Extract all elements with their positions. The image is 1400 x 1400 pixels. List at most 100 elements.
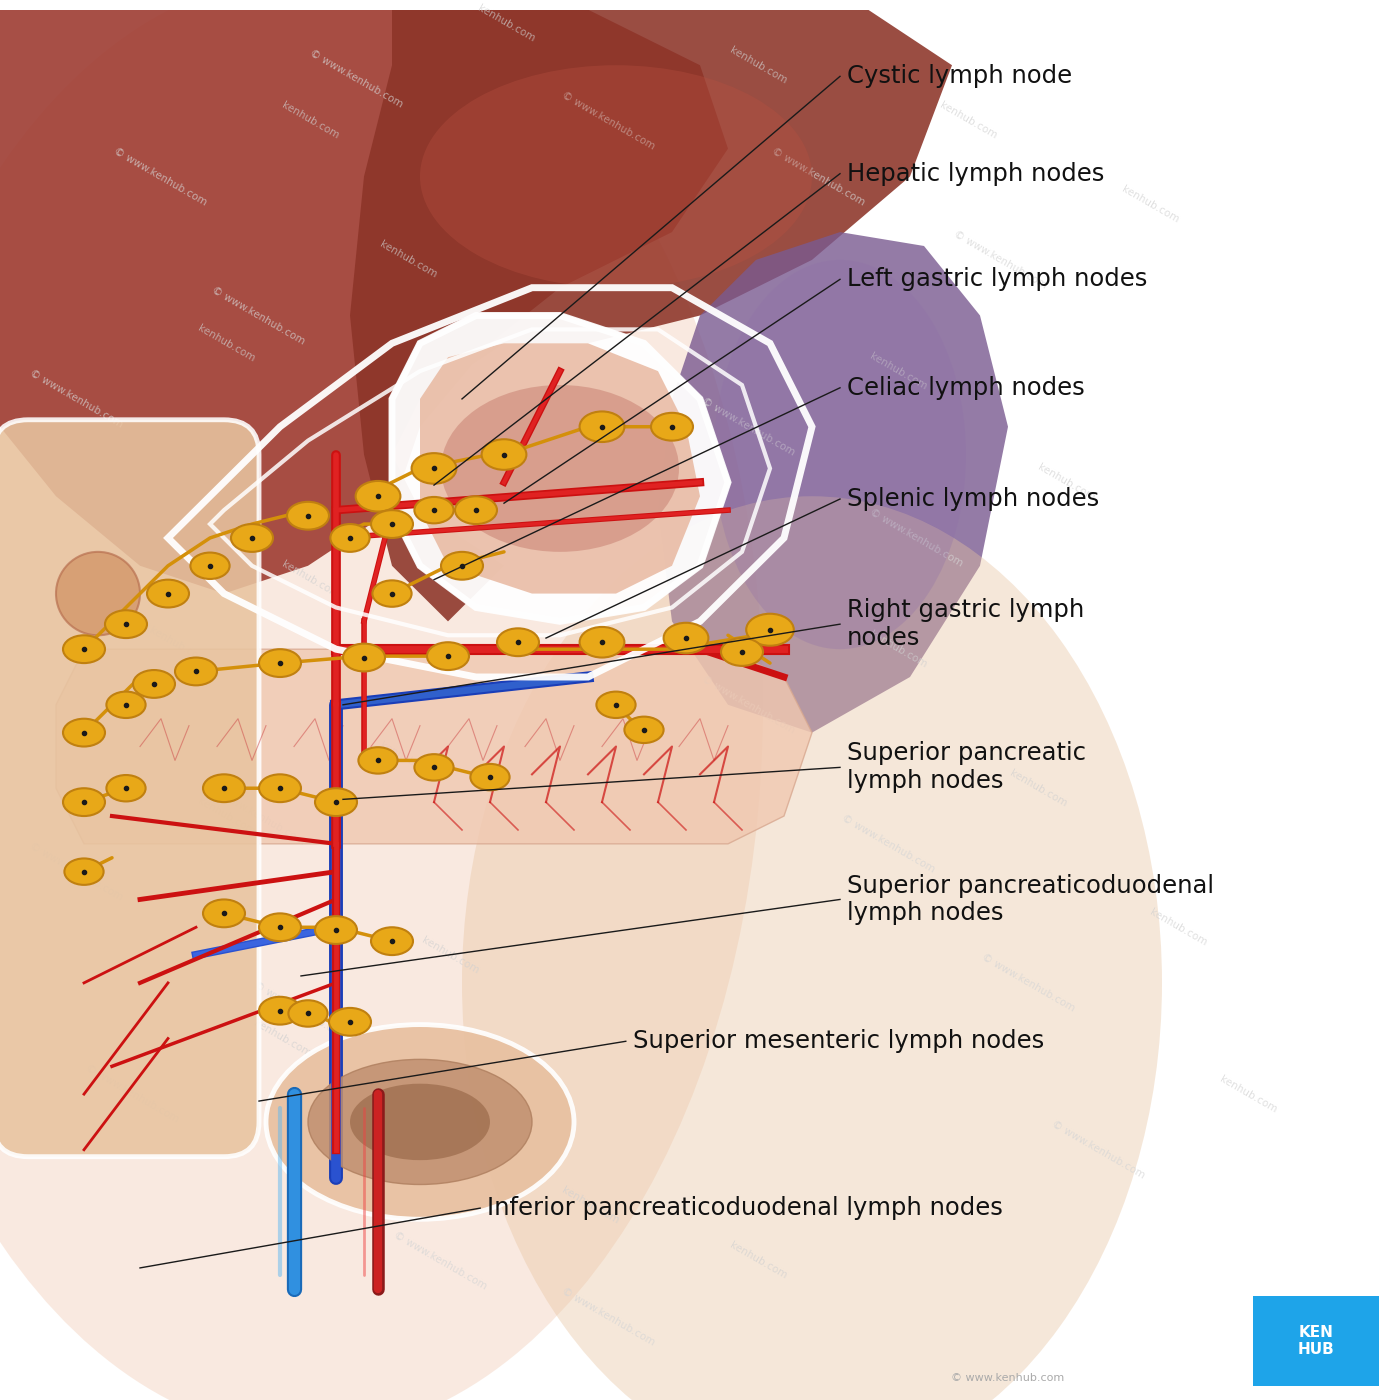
Ellipse shape (259, 997, 301, 1025)
Text: kenhub.com: kenhub.com (252, 1018, 312, 1058)
Text: kenhub.com: kenhub.com (1008, 767, 1068, 809)
Ellipse shape (497, 629, 539, 657)
Text: © www.kenhub.com: © www.kenhub.com (952, 1373, 1064, 1383)
Text: kenhub.com: kenhub.com (280, 559, 340, 601)
Text: Superior mesenteric lymph nodes: Superior mesenteric lymph nodes (633, 1029, 1044, 1053)
Ellipse shape (624, 717, 664, 743)
Ellipse shape (372, 581, 412, 606)
Ellipse shape (714, 260, 966, 650)
Text: kenhub.com: kenhub.com (728, 45, 788, 85)
Text: kenhub.com: kenhub.com (476, 3, 536, 43)
Ellipse shape (330, 524, 370, 552)
Ellipse shape (414, 755, 454, 781)
Ellipse shape (64, 858, 104, 885)
Text: Left gastric lymph nodes: Left gastric lymph nodes (847, 267, 1148, 291)
Ellipse shape (482, 440, 526, 470)
Text: © www.kenhub.com: © www.kenhub.com (112, 605, 209, 666)
Text: © www.kenhub.com: © www.kenhub.com (868, 507, 965, 568)
Ellipse shape (203, 774, 245, 802)
Text: kenhub.com: kenhub.com (868, 629, 928, 669)
Text: Celiac lymph nodes: Celiac lymph nodes (847, 375, 1085, 400)
Text: kenhub.com: kenhub.com (1148, 907, 1208, 948)
Text: © www.kenhub.com: © www.kenhub.com (210, 284, 307, 346)
Text: © www.kenhub.com: © www.kenhub.com (952, 230, 1049, 291)
Ellipse shape (414, 497, 454, 524)
Ellipse shape (56, 552, 140, 636)
Ellipse shape (651, 413, 693, 441)
Ellipse shape (329, 1008, 371, 1036)
Polygon shape (392, 315, 728, 622)
Ellipse shape (441, 385, 679, 552)
Text: kenhub.com: kenhub.com (1120, 183, 1180, 224)
Text: kenhub.com: kenhub.com (420, 935, 480, 976)
Ellipse shape (358, 748, 398, 774)
Ellipse shape (288, 1000, 328, 1026)
Ellipse shape (266, 1025, 574, 1219)
Text: © www.kenhub.com: © www.kenhub.com (1050, 1119, 1147, 1180)
Ellipse shape (63, 788, 105, 816)
Text: © www.kenhub.com: © www.kenhub.com (700, 673, 797, 735)
Ellipse shape (455, 496, 497, 524)
Polygon shape (0, 10, 728, 594)
Ellipse shape (580, 412, 624, 442)
Text: © www.kenhub.com: © www.kenhub.com (560, 90, 657, 151)
Text: kenhub.com: kenhub.com (196, 323, 256, 364)
Ellipse shape (105, 610, 147, 638)
Text: © www.kenhub.com: © www.kenhub.com (84, 1064, 181, 1124)
Text: © www.kenhub.com: © www.kenhub.com (560, 1285, 657, 1347)
Text: kenhub.com: kenhub.com (560, 1184, 620, 1226)
FancyBboxPatch shape (1253, 1296, 1379, 1386)
Text: © www.kenhub.com: © www.kenhub.com (308, 49, 405, 109)
Ellipse shape (106, 776, 146, 801)
Ellipse shape (133, 671, 175, 697)
Ellipse shape (63, 718, 105, 746)
Ellipse shape (175, 658, 217, 686)
Text: © www.kenhub.com: © www.kenhub.com (840, 813, 937, 875)
Text: © www.kenhub.com: © www.kenhub.com (252, 980, 349, 1042)
Ellipse shape (315, 788, 357, 816)
Text: © www.kenhub.com: © www.kenhub.com (210, 785, 307, 847)
Text: KEN
HUB: KEN HUB (1298, 1326, 1334, 1357)
Text: Superior pancreaticoduodenal
lymph nodes: Superior pancreaticoduodenal lymph nodes (847, 874, 1214, 925)
Text: kenhub.com: kenhub.com (378, 239, 438, 280)
Text: © www.kenhub.com: © www.kenhub.com (28, 368, 125, 430)
Text: © www.kenhub.com: © www.kenhub.com (392, 1231, 489, 1292)
Ellipse shape (259, 774, 301, 802)
Text: © www.kenhub.com: © www.kenhub.com (700, 396, 797, 458)
Ellipse shape (356, 482, 400, 511)
Ellipse shape (147, 580, 189, 608)
Ellipse shape (441, 552, 483, 580)
Ellipse shape (315, 916, 357, 944)
Ellipse shape (596, 692, 636, 718)
Text: Splenic lymph nodes: Splenic lymph nodes (847, 487, 1099, 511)
Ellipse shape (427, 643, 469, 671)
Text: kenhub.com: kenhub.com (938, 101, 998, 141)
Ellipse shape (259, 650, 301, 678)
Polygon shape (350, 10, 952, 622)
Ellipse shape (746, 613, 794, 645)
Ellipse shape (106, 692, 146, 718)
Text: kenhub.com: kenhub.com (728, 1240, 788, 1281)
Polygon shape (56, 650, 812, 844)
Text: kenhub.com: kenhub.com (868, 351, 928, 392)
Ellipse shape (412, 454, 456, 484)
FancyBboxPatch shape (0, 420, 259, 1156)
Text: kenhub.com: kenhub.com (378, 741, 438, 781)
Ellipse shape (343, 644, 385, 672)
Ellipse shape (420, 66, 812, 287)
Ellipse shape (0, 0, 763, 1400)
Ellipse shape (350, 1084, 490, 1161)
Text: © www.kenhub.com: © www.kenhub.com (112, 146, 209, 207)
Text: kenhub.com: kenhub.com (1218, 1074, 1278, 1114)
Text: kenhub.com: kenhub.com (1036, 462, 1096, 503)
Ellipse shape (203, 899, 245, 927)
Ellipse shape (287, 501, 329, 529)
Ellipse shape (63, 636, 105, 664)
Text: Cystic lymph node: Cystic lymph node (847, 64, 1072, 88)
Ellipse shape (462, 496, 1162, 1400)
Text: © www.kenhub.com: © www.kenhub.com (980, 952, 1077, 1014)
Text: Inferior pancreaticoduodenal lymph nodes: Inferior pancreaticoduodenal lymph nodes (487, 1196, 1002, 1221)
Ellipse shape (371, 510, 413, 538)
Text: kenhub.com: kenhub.com (280, 101, 340, 141)
Ellipse shape (190, 553, 230, 580)
